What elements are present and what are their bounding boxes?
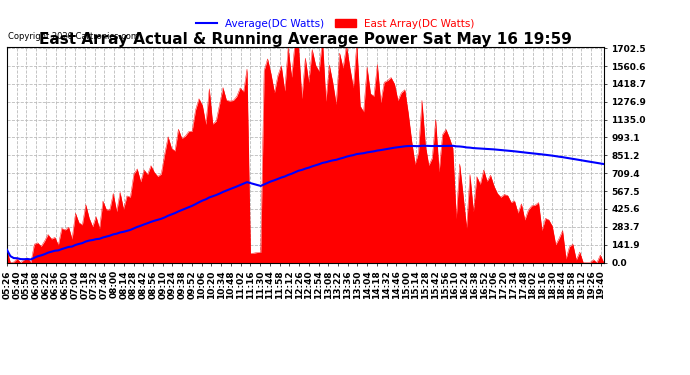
Text: Copyright 2020 Cartronics.com: Copyright 2020 Cartronics.com bbox=[8, 32, 139, 41]
Title: East Array Actual & Running Average Power Sat May 16 19:59: East Array Actual & Running Average Powe… bbox=[39, 32, 572, 47]
Legend: Average(DC Watts), East Array(DC Watts): Average(DC Watts), East Array(DC Watts) bbox=[196, 19, 474, 28]
